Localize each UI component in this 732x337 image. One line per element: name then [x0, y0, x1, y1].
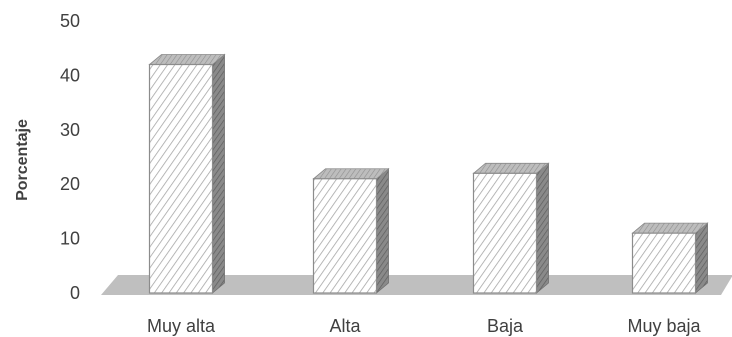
y-tick-label: 50 — [60, 11, 80, 31]
bar-side — [376, 167, 389, 294]
bar-3 — [472, 162, 550, 294]
bar-top — [631, 222, 709, 234]
y-axis: 0 10 20 30 40 50 — [60, 11, 80, 303]
x-axis: Muy alta Alta Baja Muy baja — [147, 316, 702, 336]
chart-floor — [101, 275, 732, 295]
y-axis-title: Porcentaje — [14, 119, 31, 201]
x-tick-label: Muy baja — [627, 316, 701, 336]
bar-side — [695, 222, 708, 294]
bar-4 — [631, 222, 709, 294]
y-tick-label: 0 — [70, 283, 80, 303]
bar-front — [472, 172, 538, 294]
x-tick-label: Baja — [487, 316, 524, 336]
y-tick-label: 20 — [60, 174, 80, 194]
bar-side — [536, 162, 549, 294]
bars — [148, 53, 709, 294]
bar-top — [312, 168, 390, 180]
bar-side — [212, 53, 225, 294]
x-tick-label: Alta — [329, 316, 361, 336]
x-tick-label: Muy alta — [147, 316, 216, 336]
bar-front — [312, 178, 378, 294]
bar-1 — [148, 53, 226, 294]
bar-top — [148, 54, 226, 65]
y-tick-label: 10 — [60, 229, 80, 249]
bar-front — [148, 63, 214, 294]
y-tick-label: 30 — [60, 120, 80, 140]
bar-top — [472, 162, 550, 174]
y-tick-label: 40 — [60, 65, 80, 85]
bar-2 — [312, 167, 390, 294]
floor-plane — [101, 275, 732, 295]
bar-front — [631, 232, 697, 294]
